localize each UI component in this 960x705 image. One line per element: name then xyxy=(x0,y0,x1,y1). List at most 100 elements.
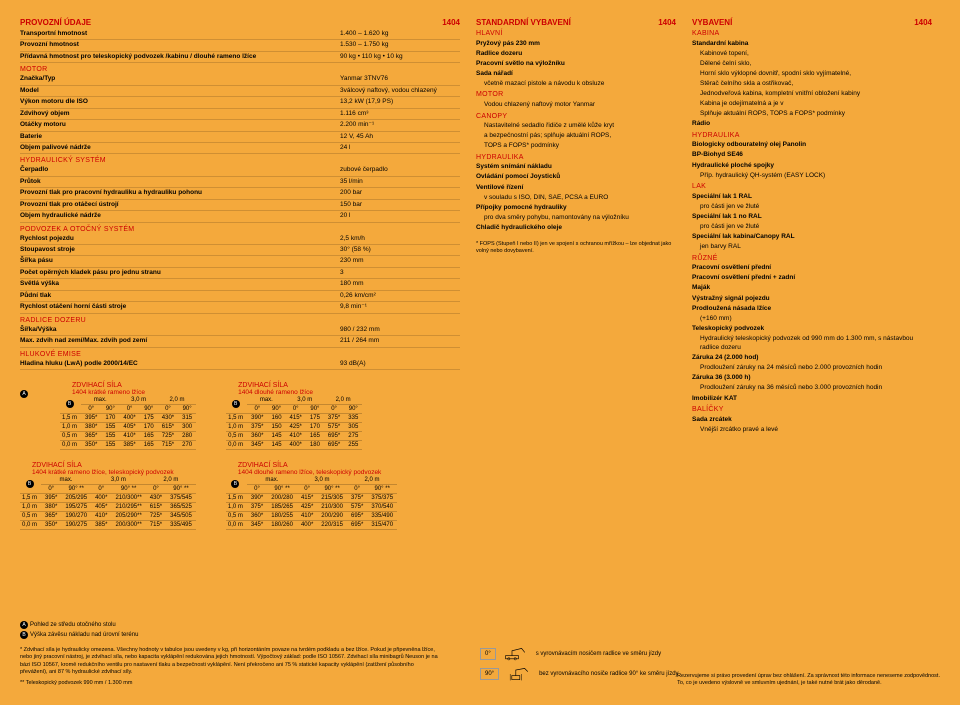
spec-value: 3válcový naftový, vodou chlazený xyxy=(340,87,460,95)
table-row: 1,5 m390*200/280415*215/305375*375/375 xyxy=(226,493,397,502)
list-item: Pryžový pás 230 mm xyxy=(476,38,676,48)
spec-row: Stoupavost stroje30° (58 %) xyxy=(20,245,460,256)
spec-value: 20 l xyxy=(340,212,460,220)
list-item: včetně mazací pistole a návodu k obsluze xyxy=(476,78,676,88)
col-group-header: max. xyxy=(247,476,297,485)
table-row: 0,5 m365*155410*165725*280 xyxy=(60,431,196,440)
spec-value: 93 dB(A) xyxy=(340,360,460,368)
bullet-a-icon: A xyxy=(20,621,28,629)
list-item: Vodou chlazený naftový motor Yanmar xyxy=(476,99,676,109)
spec-row: Rychlost pojezdu2,5 km/h xyxy=(20,234,460,245)
footer: APohled ze středu otočného stolu BVýška … xyxy=(20,621,940,687)
bullet-b-icon: B xyxy=(20,631,28,639)
spec-row: Půdní tlak0,26 km/cm² xyxy=(20,291,460,302)
fops-note: * FOPS (Stupeň I nebo II) jen ve spojení… xyxy=(476,241,676,255)
col-header: 0° xyxy=(158,404,178,413)
col-header: 0° xyxy=(119,404,139,413)
section-header: HYDRAULIKA xyxy=(692,132,932,139)
spec-row: Přídavná hmotnost pro teleskopický podvo… xyxy=(20,52,460,63)
list-item: Imobilizér KAT xyxy=(692,393,932,403)
spec-value: 0,26 km/cm² xyxy=(340,292,460,300)
lift-table: ZDVIHACÍ SÍLA1404 dlouhé rameno lžíce, t… xyxy=(226,462,397,530)
list-item: Ventilové řízení xyxy=(476,182,676,192)
table-subtitle: 1404 dlouhé rameno lžíce xyxy=(238,389,362,396)
list-item: Rádio xyxy=(692,119,932,129)
spec-value: 90 kg • 110 kg • 10 kg xyxy=(340,53,460,61)
section-header: PODVOZEK A OTOČNÝ SYSTÉM xyxy=(20,226,460,233)
operating-data-column: PROVOZNÍ ÚDAJE1404 Transportní hmotnost1… xyxy=(20,18,460,530)
spec-row: Objem hydraulické nádrže20 l xyxy=(20,211,460,222)
col-header: 90° ** xyxy=(367,484,397,493)
list-item: Jednodveřová kabina, kompletní vnitřní o… xyxy=(692,88,932,98)
table-row: 0,5 m360*145410*165695*275 xyxy=(226,431,362,440)
list-item: Kabina je odejímatelná a je v xyxy=(692,99,932,109)
disclaimer-2: To, co je uvedeno výslovně ve smluvním u… xyxy=(677,680,940,687)
table-title: ZDVIHACÍ SÍLA xyxy=(72,382,196,389)
standard-equipment-column: STANDARDNÍ VYBAVENÍ1404 HLAVNÍPryžový pá… xyxy=(476,18,676,530)
bullet-a-icon: A xyxy=(20,390,28,398)
col-header: 0° xyxy=(347,484,367,493)
col-group-header: 2,0 m xyxy=(146,476,196,485)
spec-row: Zdvihový objem1.116 cm³ xyxy=(20,109,460,120)
list-item: Speciální lak 1 no RAL xyxy=(692,211,932,221)
col-group-header: 2,0 m xyxy=(347,476,397,485)
spec-row: Značka/TypYanmar 3TNV76 xyxy=(20,74,460,85)
list-item: Prodloužení záruky na 36 měsíců nebo 3.0… xyxy=(692,383,932,393)
spec-row: Rychlost otáčení horní části stroje9,8 m… xyxy=(20,302,460,313)
table-title: ZDVIHACÍ SÍLA xyxy=(238,382,362,389)
col-header: 0° xyxy=(146,484,166,493)
list-item: pro dva směry pohybu, namontovány na výl… xyxy=(476,212,676,222)
list-item: Horní sklo výklopné dovnitř, spodní sklo… xyxy=(692,68,932,78)
table-subtitle: 1404 dlouhé rameno lžíce, teleskopický p… xyxy=(238,469,397,476)
table-row: 1,0 m375*185/265425*210/300575*370/540 xyxy=(226,502,397,511)
spec-row: Baterie12 V, 45 Ah xyxy=(20,132,460,143)
col3-num: 1404 xyxy=(914,18,932,27)
spec-value: 12 V, 45 Ah xyxy=(340,133,460,141)
list-item: Standardní kabina xyxy=(692,38,932,48)
spec-value: 180 mm xyxy=(340,280,460,288)
spec-row: Šířka/Výška980 / 232 mm xyxy=(20,325,460,336)
spec-row: Provozní tlak pro otáčecí ústrojí150 bar xyxy=(20,200,460,211)
list-item: Teleskopický podvozek xyxy=(692,323,932,333)
col-header: 90° ** xyxy=(61,484,91,493)
col-header: 0° xyxy=(91,484,111,493)
list-item: Biologicky odbouratelný olej Panolin xyxy=(692,140,932,150)
list-item: Speciální lak kabina/Canopy RAL xyxy=(692,232,932,242)
col-header: 90° ** xyxy=(166,484,196,493)
spec-key: Výkon motoru dle ISO xyxy=(20,98,340,106)
col-header: 90° ** xyxy=(317,484,347,493)
spec-key: Provozní hmotnost xyxy=(20,41,340,49)
spec-value: 2,5 km/h xyxy=(340,235,460,243)
table-title: ZDVIHACÍ SÍLA xyxy=(238,462,397,469)
spec-value: Yanmar 3TNV76 xyxy=(340,75,460,83)
table-row: 0,0 m350*155385*165715*270 xyxy=(60,440,196,449)
spec-row: Provozní tlak pro pracovní hydrauliku a … xyxy=(20,188,460,199)
list-item: BP-Biohyd SE46 xyxy=(692,150,932,160)
bullet-b-icon: B xyxy=(232,400,240,408)
spec-value: 211 / 264 mm xyxy=(340,337,460,345)
col-header: 0° xyxy=(324,404,344,413)
col-header: 0° xyxy=(297,484,317,493)
table-row: 1,5 m395*205/295400*210/300**430*375/545 xyxy=(20,493,196,502)
col1-title: PROVOZNÍ ÚDAJE xyxy=(20,18,91,27)
col-group-header: max. xyxy=(41,476,91,485)
table-row: 0,0 m345*145400*180695*255 xyxy=(226,440,362,449)
spec-value: 9,8 min⁻¹ xyxy=(340,303,460,311)
list-item: Příp. hydraulický QH-systém (EASY LOCK) xyxy=(692,170,932,180)
spec-row: Průtok35 l/min xyxy=(20,177,460,188)
spec-value: 2.200 min⁻¹ xyxy=(340,121,460,129)
equipment-column: VYBAVENÍ1404 KABINAStandardní kabinaKabi… xyxy=(692,18,932,530)
list-item: Pracovní osvětlení přední xyxy=(692,263,932,273)
lift-table: ZDVIHACÍ SÍLA1404 krátké rameno lžíceBma… xyxy=(60,382,196,450)
list-item: Speciální lak 1 RAL xyxy=(692,191,932,201)
list-item: Chladič hydraulického oleje xyxy=(476,222,676,232)
bullet-b-icon: B xyxy=(231,480,239,488)
col-group-header: 2,0 m xyxy=(158,396,196,405)
spec-row: Šířka pásu230 mm xyxy=(20,256,460,267)
table-row: 1,0 m380*195/275405*210/295**615*365/525 xyxy=(20,502,196,511)
lift-table: ZDVIHACÍ SÍLA1404 krátké rameno lžíce, t… xyxy=(20,462,196,530)
list-item: a bezpečnostní pás; splňuje aktuální ROP… xyxy=(476,131,676,141)
list-item: Radlice dozeru xyxy=(476,48,676,58)
list-item: Výstražný signál pojezdu xyxy=(692,293,932,303)
col-group-header: 3,0 m xyxy=(286,396,324,405)
